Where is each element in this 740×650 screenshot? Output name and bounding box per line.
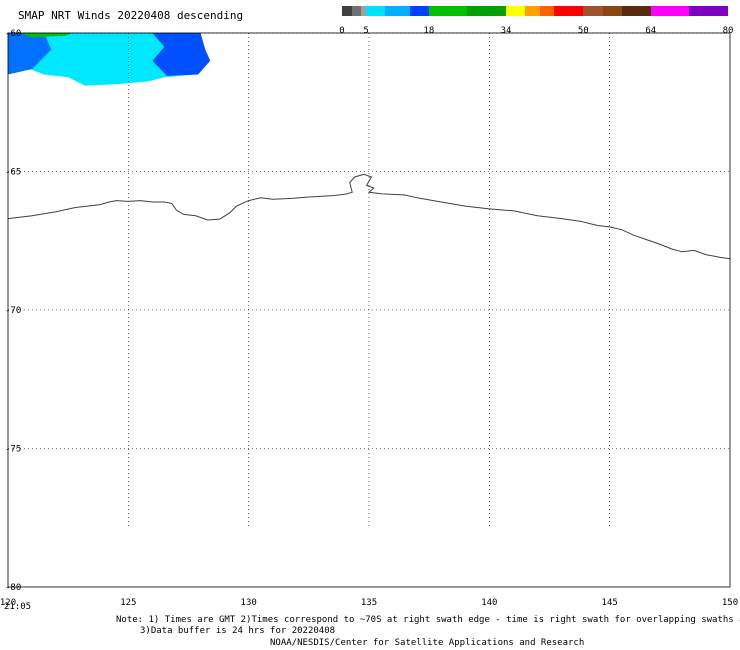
wind-swath-region bbox=[8, 33, 206, 86]
colorbar-segment bbox=[689, 6, 728, 16]
colorbar-segment bbox=[650, 6, 690, 16]
colorbar-tick-label: 0 bbox=[339, 26, 345, 36]
longitude-tick-label: 120 bbox=[0, 598, 16, 608]
longitude-tick-label: 130 bbox=[241, 598, 257, 608]
colorbar-segment bbox=[467, 6, 507, 16]
footnotes: Note: 1) Times are GMT 2)Times correspon… bbox=[0, 615, 740, 650]
wind-swath-region bbox=[8, 33, 52, 75]
latitude-tick-label: -70 bbox=[5, 306, 21, 316]
colorbar-tick-label: 5 bbox=[363, 26, 369, 36]
colorbar-tick-label: 34 bbox=[500, 26, 512, 36]
longitude-tick-label: 125 bbox=[120, 598, 136, 608]
latitude-tick-label: -65 bbox=[5, 168, 21, 178]
colorbar-segment bbox=[342, 6, 352, 16]
axis-labels: -60 -65 -70 -75 -80 120 125 130 135 140 145 150 21:0… bbox=[0, 29, 738, 612]
latitude-tick-label: -75 bbox=[5, 445, 21, 455]
colorbar-segment bbox=[366, 6, 386, 16]
wind-swath-region bbox=[20, 33, 73, 38]
plot-title: SMAP NRT Winds 20220408 descending bbox=[18, 9, 244, 22]
longitude-tick-label: 140 bbox=[481, 598, 497, 608]
colorbar-segment bbox=[583, 6, 603, 16]
colorbar-segment bbox=[409, 6, 429, 16]
longitude-tick-label: 150 bbox=[722, 598, 738, 608]
swath-time-label: 21:05 bbox=[4, 602, 31, 612]
colorbar-segment bbox=[428, 6, 468, 16]
colorbar-segment bbox=[506, 6, 526, 16]
latitude-tick-label: -80 bbox=[5, 583, 21, 593]
colorbar-tick-label: 80 bbox=[722, 26, 734, 36]
antarctic-coastline bbox=[7, 173, 731, 260]
note-line-2: 3)Data buffer is 24 hrs for 20220408 bbox=[140, 626, 336, 636]
colorbar-segment bbox=[621, 6, 651, 16]
colorbar-segment bbox=[602, 6, 622, 16]
colorbar-tick-label: 50 bbox=[577, 26, 589, 36]
note-line-3: NOAA/NESDIS/Center for Satellite Applica… bbox=[270, 638, 585, 648]
wind-speed-colorbar: 0 5 18 34 50 64 80 bbox=[339, 6, 733, 36]
graticule bbox=[8, 32, 730, 529]
colorbar-segment bbox=[385, 6, 410, 16]
latitude-tick-label: -60 bbox=[5, 29, 21, 39]
wind-swath-layer bbox=[8, 33, 211, 86]
colorbar-tick-label: 64 bbox=[645, 26, 657, 36]
colorbar-segment bbox=[539, 6, 555, 16]
wind-swath-region bbox=[152, 33, 211, 76]
note-line-1: Note: 1) Times are GMT 2)Times correspon… bbox=[116, 615, 740, 625]
colorbar-segment bbox=[351, 6, 362, 16]
colorbar-tick-label: 18 bbox=[423, 26, 435, 36]
colorbar-segment bbox=[361, 6, 367, 16]
longitude-tick-label: 135 bbox=[361, 598, 377, 608]
colorbar-segment bbox=[554, 6, 584, 16]
longitude-tick-label: 145 bbox=[602, 598, 618, 608]
colorbar-segment bbox=[525, 6, 540, 16]
plot-frame bbox=[7, 32, 731, 588]
coastline-layer bbox=[7, 173, 731, 260]
